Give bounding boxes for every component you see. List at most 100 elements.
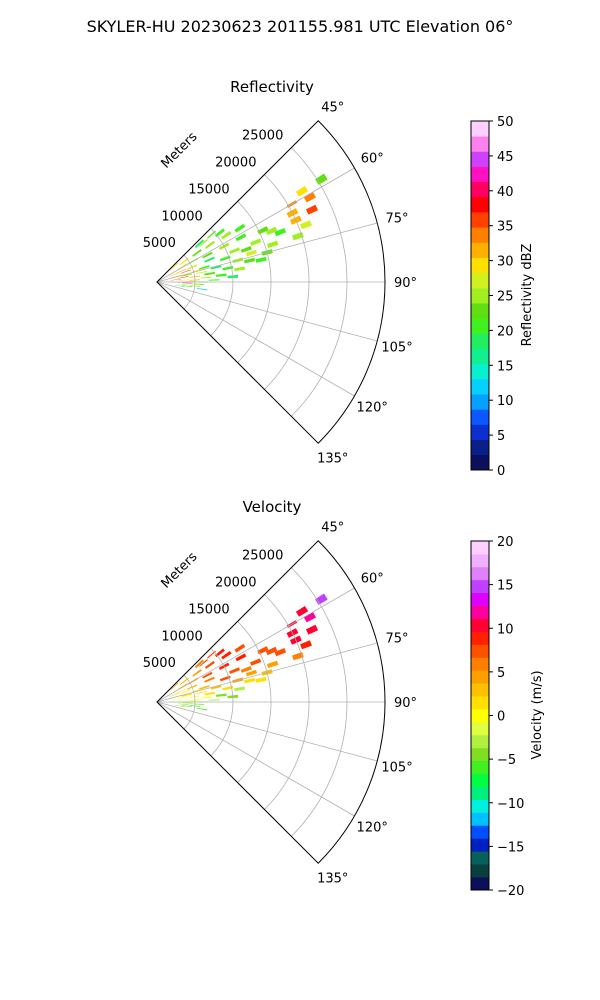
colorbar-tick-label: 30 xyxy=(497,255,514,270)
colorbar-swatch xyxy=(471,439,489,456)
data-cell xyxy=(215,273,227,277)
data-cell xyxy=(174,284,185,288)
data-cell xyxy=(204,676,215,683)
data-cell xyxy=(244,677,256,684)
colorbar-tick-label: 5 xyxy=(497,666,505,681)
reflectivity-grid xyxy=(156,120,386,444)
colorbar-tick-label: 15 xyxy=(497,579,514,594)
colorbar-swatch xyxy=(471,696,489,710)
angle-tick-label: 45° xyxy=(321,520,344,535)
data-cell xyxy=(240,666,252,673)
angle-tick-label: 105° xyxy=(381,760,412,775)
radial-tick-label: 15000 xyxy=(188,602,229,617)
data-cell xyxy=(266,240,279,249)
data-cell xyxy=(250,658,262,666)
data-cell xyxy=(202,251,213,259)
angular-gridline xyxy=(156,281,378,342)
colorbar-tick-label: 20 xyxy=(497,324,514,339)
data-cell xyxy=(303,191,317,203)
data-cell xyxy=(204,256,215,263)
data-cell xyxy=(222,685,234,691)
colorbar-swatch xyxy=(471,257,489,274)
colorbar-tick-label: −15 xyxy=(497,840,524,855)
colorbar-swatch xyxy=(471,812,489,826)
data-cell xyxy=(193,703,205,705)
data-cell xyxy=(234,643,246,653)
data-cell xyxy=(185,280,197,282)
data-cell xyxy=(200,696,212,699)
colorbar-swatch xyxy=(471,318,489,334)
polar-frame xyxy=(156,540,386,864)
data-cell xyxy=(235,653,247,662)
angle-tick-label: 105° xyxy=(381,340,412,355)
data-cell xyxy=(169,272,180,277)
data-cell xyxy=(235,233,247,242)
angular-gridline xyxy=(156,701,378,762)
data-cell xyxy=(178,683,188,690)
angle-tick-label: 90° xyxy=(394,696,417,711)
data-cell xyxy=(191,268,203,273)
velocity-labels: 45° 60° 75° 90° 105° 120° 135° 5000 10000 15000 20… xyxy=(143,520,417,886)
data-cell xyxy=(210,684,222,690)
data-cell xyxy=(169,692,180,697)
data-cell xyxy=(265,646,278,656)
colorbar-tick-label: 10 xyxy=(497,622,514,637)
data-cell xyxy=(180,689,191,694)
colorbar-tick-label: 20 xyxy=(497,535,514,550)
colorbar-swatch xyxy=(471,541,489,555)
data-cell xyxy=(229,667,241,674)
colorbar-swatch xyxy=(471,657,489,671)
data-cell xyxy=(198,685,210,690)
colorbar-swatch xyxy=(471,592,489,607)
velocity-panel: Velocity 45° 60° 75° 90° 105° 120° 135° 5000 100… xyxy=(143,498,417,887)
polar-frame xyxy=(156,120,386,444)
angular-gridline xyxy=(156,167,355,283)
data-cell xyxy=(234,266,246,272)
data-cell xyxy=(182,282,193,284)
colorbar-swatch xyxy=(471,670,489,684)
colorbar-swatch xyxy=(471,838,489,852)
data-cell xyxy=(210,264,222,270)
data-cell xyxy=(191,688,203,693)
angular-gridline xyxy=(156,587,355,703)
colorbar-swatch xyxy=(471,851,489,865)
data-cell xyxy=(194,239,205,249)
colorbar-swatch xyxy=(471,877,489,891)
data-cell xyxy=(219,255,231,262)
colorbar-tick-label: 5 xyxy=(497,429,505,444)
angular-gridline xyxy=(156,642,378,703)
data-cell xyxy=(181,285,193,288)
colorbar-swatch xyxy=(471,136,489,152)
colorbar-swatch xyxy=(471,825,489,839)
angular-gridline xyxy=(156,222,378,283)
colorbar-swatch xyxy=(471,287,489,304)
colorbar-swatch xyxy=(471,212,489,228)
colorbar-swatch xyxy=(471,303,489,319)
colorbar-swatch xyxy=(471,579,489,594)
colorbar-swatch xyxy=(471,631,489,645)
data-cell xyxy=(169,682,179,691)
data-cell xyxy=(255,256,267,263)
data-cell xyxy=(234,686,246,692)
data-cell xyxy=(244,257,256,264)
data-cell xyxy=(295,605,309,617)
data-cell xyxy=(192,669,202,677)
colorbar-tick-label: 0 xyxy=(497,464,505,479)
data-cell xyxy=(202,671,213,679)
data-cell xyxy=(181,705,193,708)
colorbar-swatch xyxy=(471,196,489,213)
angle-tick-label: 45° xyxy=(321,100,344,115)
data-cell xyxy=(265,226,278,236)
angle-tick-label: 90° xyxy=(394,276,417,291)
colorbar-swatch xyxy=(471,242,489,258)
colorbar-swatch xyxy=(471,747,489,762)
data-cell xyxy=(185,700,197,702)
data-cell xyxy=(174,704,185,708)
data-cell xyxy=(208,279,220,281)
data-cell xyxy=(181,693,192,697)
data-cell xyxy=(178,699,189,701)
data-cell xyxy=(204,240,215,249)
colorbar-swatch xyxy=(471,348,489,365)
data-cell xyxy=(194,659,205,669)
radial-tick-label: 20000 xyxy=(215,156,256,171)
